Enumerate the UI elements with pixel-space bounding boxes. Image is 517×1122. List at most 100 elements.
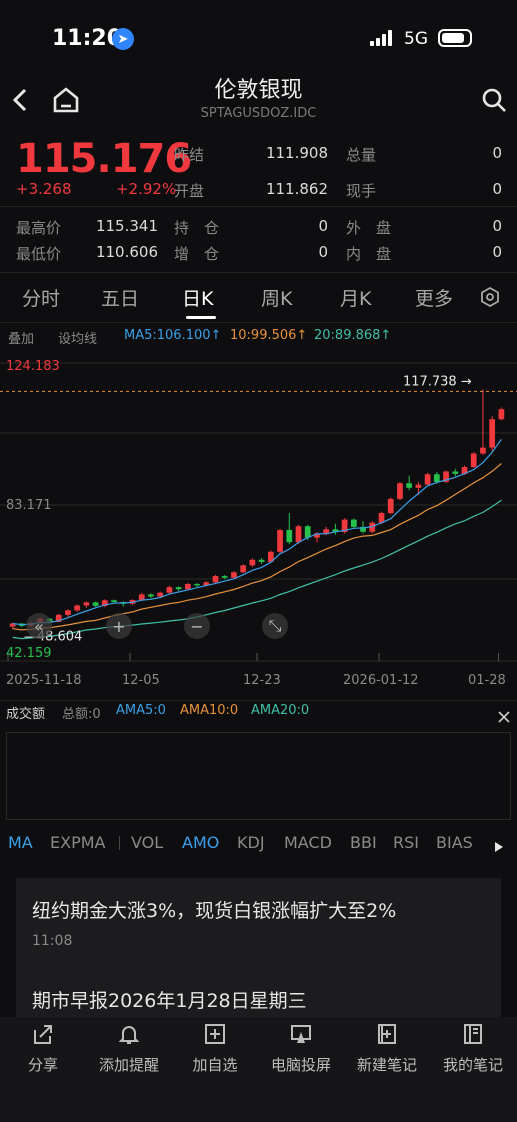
tab-timeshare[interactable]: 分时 [22,288,61,310]
add-alert-button[interactable]: 添加提醒 [86,1022,172,1075]
last-price: 115.176 [16,136,192,182]
candle [101,600,108,606]
ma20-line [12,499,502,640]
share-icon [0,1022,86,1052]
y-axis-mid-label: 83.171 [6,498,52,513]
candle [489,419,496,448]
page-title: 伦敦银现 [214,78,303,103]
candle [83,602,90,606]
indicator-kdj[interactable]: KDJ [237,833,265,852]
indicator-expma[interactable]: EXPMA [50,833,106,852]
screen-cast-icon [258,1022,344,1052]
divider [0,322,517,323]
battery-icon [438,29,472,47]
candle [277,530,283,552]
candle [9,623,16,627]
candle [341,519,348,533]
my-notes-button[interactable]: 我的笔记 [430,1022,516,1075]
indicator-bbi[interactable]: BBI [350,833,377,852]
candle [314,533,320,538]
symbol-code: SPTAGUSDOZ.IDC [200,106,317,121]
open-interest-value: 0 [318,217,328,235]
indicator-rsi[interactable]: RSI [393,833,419,852]
new-note-label: 新建笔记 [356,1056,417,1074]
divider [0,272,517,273]
zoom-in-icon[interactable]: + [106,613,132,639]
outer-disk-value: 0 [492,217,502,235]
divider [0,700,517,701]
candle [221,576,228,578]
candle [166,587,173,593]
news-title[interactable]: 纽约期金大涨3%，现货白银涨幅扩大至2% [32,900,397,922]
candle [240,565,247,573]
volume-title: 成交额 [6,707,46,722]
play-icon[interactable] [494,838,504,857]
candle [65,610,71,615]
candle [212,576,219,583]
cast-to-pc-button[interactable]: 电脑投屏 [258,1022,344,1075]
cast-to-pc-label: 电脑投屏 [270,1056,331,1074]
x-axis-label: 01-28 [468,673,506,688]
indicator-ma[interactable]: MA [8,833,33,852]
add-watchlist-button[interactable]: 加自选 [172,1022,258,1075]
high-label: 最高价 [16,219,62,237]
candle [350,519,357,527]
y-axis-bottom-label: 42.159 [6,646,52,661]
tab-more[interactable]: 更多 [415,288,454,310]
indicator-macd[interactable]: MACD [284,833,332,852]
news-panel [16,878,501,1028]
search-icon[interactable] [478,84,510,116]
candle [92,602,99,606]
overlay-button[interactable]: 叠加 [8,332,35,347]
back-icon[interactable] [6,84,34,116]
notebook-icon [430,1022,516,1052]
news-time: 11:08 [32,933,73,949]
home-icon[interactable] [50,84,82,116]
ama5-legend: AMA5:0 [116,703,166,718]
plus-box-icon [172,1022,258,1052]
candle [267,551,274,562]
zoom-out-icon[interactable]: − [184,613,210,639]
indicator-bias[interactable]: BIAS [436,833,473,852]
tab-monthly-k[interactable]: 月K [340,288,372,310]
add-alert-label: 添加提醒 [98,1056,159,1074]
y-axis-top-label: 124.183 [6,359,60,374]
ma10-line [12,463,502,631]
share-label: 分享 [27,1056,58,1074]
total-volume-label: 总量 [346,146,377,164]
share-button[interactable]: 分享 [0,1022,86,1075]
candle [323,529,330,534]
tab-weekly-k[interactable]: 周K [261,288,293,310]
candle [74,605,81,611]
candle [175,587,182,590]
location-icon: ➤ [112,28,134,50]
oi-change-label: 增 仓 [174,245,220,263]
status-time: 11:20 [52,26,123,51]
ama10-legend: AMA10:0 [180,703,239,718]
candle [369,522,376,532]
indicator-vol[interactable]: VOL [131,833,164,852]
candle [433,474,440,482]
ma5-line [12,438,502,626]
candle [480,447,486,454]
scroll-left-icon[interactable]: « [26,613,52,639]
new-note-button[interactable]: 新建笔记 [344,1022,430,1075]
fullscreen-icon[interactable]: ⤡ [262,613,288,639]
tab-daily-k[interactable]: 日K [182,288,214,310]
close-icon[interactable] [498,708,510,727]
candle [461,467,468,474]
candle [148,594,154,597]
ma20-legend: 20:89.868↑ [314,328,392,343]
price-change-pct: +2.92% [116,180,177,198]
low-value: 110.606 [95,243,158,261]
indicator-amo[interactable]: AMO [182,833,220,852]
x-axis-label: 12-23 [243,673,281,688]
new-note-icon [344,1022,430,1052]
active-tab-indicator [186,316,216,319]
news-title[interactable]: 期市早报2026年1月28日星期三 [32,990,307,1012]
tab-five-day[interactable]: 五日 [101,288,140,310]
candle [470,453,477,468]
ma-setting-button[interactable]: 设均线 [58,332,98,347]
settings-icon[interactable] [480,286,500,311]
